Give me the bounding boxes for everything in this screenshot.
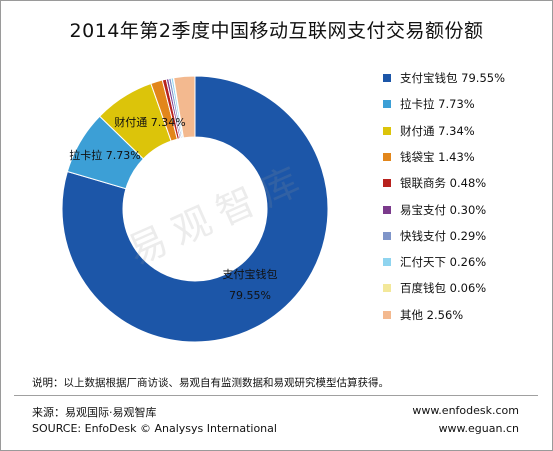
- legend-label: 其他 2.56%: [400, 307, 464, 322]
- legend-swatch: [383, 205, 391, 214]
- legend-swatch: [383, 152, 391, 161]
- legend-swatch: [383, 231, 391, 240]
- divider: [14, 395, 538, 396]
- slice-9: [173, 75, 196, 139]
- legend-label: 快钱支付 0.29%: [400, 228, 487, 243]
- legend-swatch: [383, 179, 391, 188]
- legend-label: 支付宝钱包 79.55%: [400, 71, 506, 85]
- legend-swatch: [383, 310, 391, 319]
- website-link-eguan[interactable]: www.eguan.cn: [438, 422, 519, 435]
- slice-0: [61, 75, 329, 343]
- legend-swatch: [383, 258, 391, 267]
- legend-label: 银联商务 0.48%: [400, 176, 487, 191]
- legend-label: 拉卡拉 7.73%: [400, 97, 475, 112]
- data-label-0-value: 79.55%: [229, 289, 271, 302]
- source-en: SOURCE: EnfoDesk © Analysys Internationa…: [32, 422, 277, 435]
- chart-title: 2014年第2季度中国移动互联网支付交易额份额: [69, 20, 484, 42]
- source-cn: 来源：易观国际·易观智库: [32, 406, 157, 419]
- data-label-2: 财付通 7.34%: [114, 115, 185, 129]
- legend-swatch: [383, 100, 391, 109]
- legend-swatch: [383, 126, 391, 135]
- data-label-1: 拉卡拉 7.73%: [69, 148, 140, 162]
- website-link-enfodesk[interactable]: www.enfodesk.com: [412, 404, 519, 417]
- legend-label: 钱袋宝 1.43%: [400, 149, 475, 164]
- data-label-0: 支付宝钱包: [223, 267, 278, 281]
- legend-label: 财付通 7.34%: [400, 123, 475, 138]
- donut-chart: 支付宝钱包 79.55% 拉卡拉 7.73% 财付通 7.34%: [61, 75, 329, 343]
- legend-swatch: [383, 284, 391, 293]
- footnote: 说明：以上数据根据厂商访谈、易观自有监测数据和易观研究模型估算获得。: [32, 377, 389, 389]
- legend-label: 汇付天下 0.26%: [400, 255, 487, 270]
- legend-label: 易宝支付 0.30%: [400, 202, 487, 217]
- legend-swatch: [383, 74, 391, 82]
- legend-label: 百度钱包 0.06%: [400, 281, 487, 296]
